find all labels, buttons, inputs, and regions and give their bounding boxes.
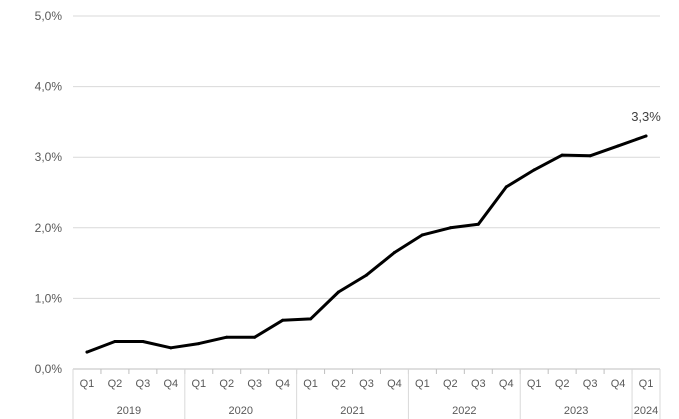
x-quarter-label: Q2 <box>443 378 458 390</box>
x-quarter-label: Q3 <box>359 378 374 390</box>
data-point <box>560 153 564 157</box>
x-quarter-label: Q2 <box>555 378 570 390</box>
x-quarter-label: Q3 <box>471 378 486 390</box>
x-quarter-label: Q1 <box>527 378 542 390</box>
data-point <box>225 335 229 339</box>
x-quarter-label: Q2 <box>108 378 123 390</box>
x-quarter-label: Q1 <box>191 378 206 390</box>
data-point <box>476 222 480 226</box>
data-point <box>616 144 620 148</box>
data-point <box>281 318 285 322</box>
data-point <box>85 350 89 354</box>
y-tick-label: 5,0% <box>35 9 63 23</box>
x-quarter-label: Q4 <box>499 378 514 390</box>
data-label: 3,3% <box>631 109 661 124</box>
y-tick-label: 3,0% <box>35 150 63 164</box>
x-year-label: 2022 <box>452 405 476 417</box>
data-point <box>253 335 257 339</box>
data-point <box>644 134 648 138</box>
series-line <box>85 134 648 354</box>
x-quarter-label: Q1 <box>303 378 318 390</box>
x-quarter-label: Q1 <box>639 378 654 390</box>
x-quarter-label: Q3 <box>583 378 598 390</box>
x-quarter-label: Q2 <box>219 378 234 390</box>
data-point <box>365 273 368 277</box>
x-year-label: 2021 <box>340 405 364 417</box>
x-quarter-label: Q4 <box>387 378 402 390</box>
data-point <box>141 339 145 343</box>
data-point <box>197 342 201 346</box>
x-quarter-label: Q1 <box>80 378 95 390</box>
data-point <box>448 226 452 230</box>
x-quarter-label: Q1 <box>415 378 430 390</box>
x-year-label: 2019 <box>117 405 141 417</box>
y-tick-label: 2,0% <box>35 221 63 235</box>
x-quarter-label: Q4 <box>275 378 290 390</box>
data-point <box>309 317 313 321</box>
data-point <box>420 233 424 237</box>
data-point <box>113 339 117 343</box>
x-year-label: 2020 <box>228 405 252 417</box>
y-tick-label: 1,0% <box>35 291 63 305</box>
x-quarter-label: Q4 <box>163 378 178 390</box>
x-year-label: 2023 <box>564 405 588 417</box>
data-point <box>392 251 396 255</box>
y-tick-label: 0,0% <box>35 362 63 376</box>
data-point <box>588 154 592 158</box>
x-quarter-label: Q3 <box>247 378 262 390</box>
y-tick-label: 4,0% <box>35 80 63 94</box>
data-point <box>504 185 508 189</box>
x-quarter-label: Q2 <box>331 378 346 390</box>
data-point <box>337 290 341 294</box>
x-quarter-label: Q4 <box>611 378 626 390</box>
x-year-label: 2024 <box>634 405 658 417</box>
x-quarter-label: Q3 <box>136 378 151 390</box>
data-point <box>169 346 173 350</box>
data-point <box>532 168 536 172</box>
